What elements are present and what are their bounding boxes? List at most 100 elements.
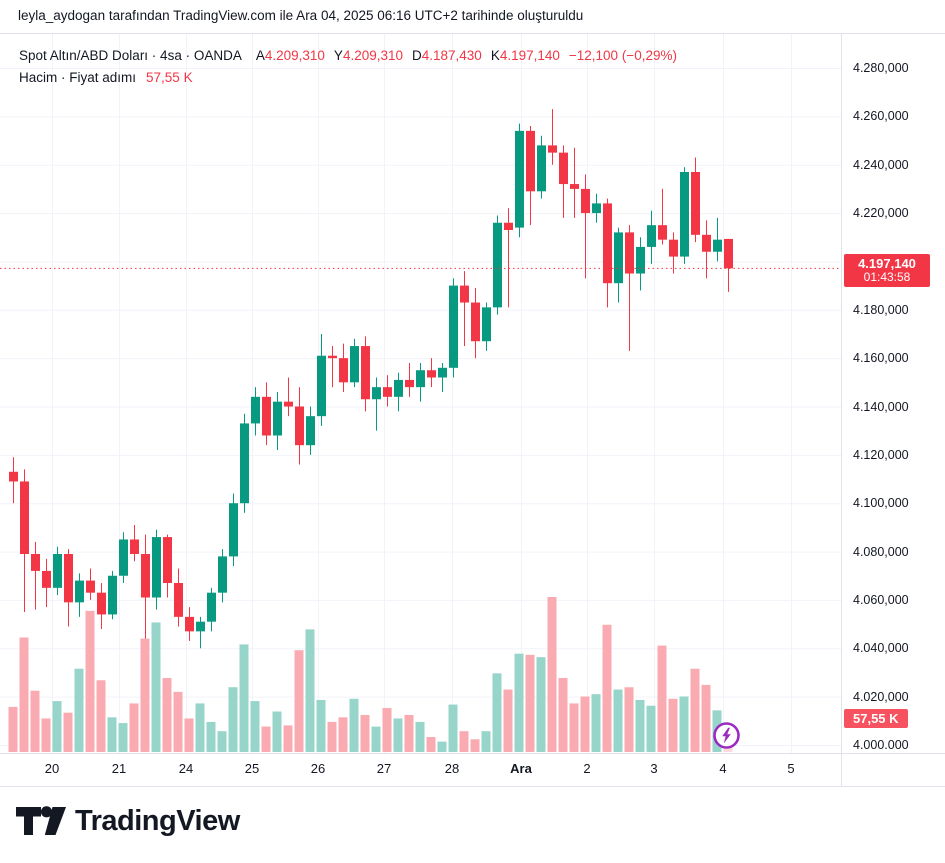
candle[interactable] [9,471,18,482]
volume-bar[interactable] [85,610,95,752]
volume-bar[interactable] [415,721,425,752]
volume-bar[interactable] [668,698,678,752]
volume-bar[interactable] [140,638,150,752]
candle[interactable] [702,234,711,252]
volume-bar[interactable] [195,703,205,752]
candle[interactable] [86,580,95,593]
candle[interactable] [559,152,568,185]
volume-bar[interactable] [217,731,227,752]
volume-bar[interactable] [118,723,128,752]
volume-bar[interactable] [41,718,51,752]
candle[interactable] [504,222,513,230]
candle[interactable] [471,302,480,342]
volume-bar[interactable] [536,657,546,752]
volume-bar[interactable] [162,677,172,752]
tradingview-logo[interactable]: TradingView [16,804,240,838]
volume-bar[interactable] [327,721,337,752]
volume-bar[interactable] [602,624,612,752]
candle[interactable] [614,232,623,284]
candle[interactable] [526,130,535,192]
volume-bar[interactable] [107,717,117,752]
candle[interactable] [537,145,546,192]
volume-bar[interactable] [437,741,447,752]
volume-bar[interactable] [382,708,392,752]
volume-bar[interactable] [503,689,513,752]
volume-bar[interactable] [30,690,40,752]
candle[interactable] [482,307,491,342]
volume-bar[interactable] [569,703,579,752]
volume-bar[interactable] [129,703,139,752]
candle[interactable] [669,239,678,257]
price-axis[interactable]: 4.280,0004.260,0004.240,0004.220,0004.20… [841,33,945,753]
volume-bar[interactable] [294,650,304,752]
candle[interactable] [141,553,150,598]
volume-bar[interactable] [74,668,84,752]
candle[interactable] [361,346,370,400]
candle[interactable] [603,203,612,284]
candle[interactable] [493,222,502,308]
candle[interactable] [548,145,557,153]
volume-bar[interactable] [624,687,634,752]
candle[interactable] [64,553,73,603]
volume-bar[interactable] [173,691,183,752]
volume-bar[interactable] [591,694,601,752]
candle[interactable] [449,285,458,368]
candle[interactable] [31,553,40,571]
candle[interactable] [97,592,106,615]
candle[interactable] [350,346,359,383]
candle[interactable] [119,539,128,576]
flash-order-button[interactable] [712,721,741,750]
volume-bar[interactable] [19,637,29,752]
volume-bar[interactable] [646,705,656,752]
candle[interactable] [152,537,161,598]
candle[interactable] [53,553,62,588]
candle[interactable] [328,355,337,359]
volume-bar[interactable] [481,731,491,752]
volume-bar[interactable] [63,712,73,752]
volume-bar[interactable] [228,687,238,752]
candle[interactable] [724,238,733,269]
volume-bar[interactable] [349,698,359,752]
candle[interactable] [262,396,271,436]
volume-bar[interactable] [283,725,293,752]
candle[interactable] [295,406,304,446]
candle[interactable] [207,592,216,622]
volume-bar[interactable] [272,711,282,752]
volume-bar[interactable] [250,701,260,752]
candle[interactable] [251,396,260,424]
volume-bar[interactable] [558,677,568,752]
volume-bar[interactable] [679,696,689,752]
candle[interactable] [691,171,700,235]
volume-bar[interactable] [52,701,62,752]
volume-bar[interactable] [580,696,590,752]
volume-bar[interactable] [393,718,403,752]
candle[interactable] [592,203,601,214]
volume-bar[interactable] [239,644,249,752]
candle[interactable] [108,575,117,615]
candle[interactable] [317,355,326,417]
volume-bar[interactable] [8,706,18,752]
time-axis[interactable]: 20 21 24 25 26 27 28 Ara 2 3 4 5 [0,753,841,786]
candle[interactable] [75,580,84,603]
candle[interactable] [394,379,403,397]
volume-bar[interactable] [96,680,106,752]
volume-bar[interactable] [305,629,315,752]
candle[interactable] [284,401,293,407]
volume-bar[interactable] [470,739,480,752]
candle[interactable] [647,225,656,247]
candle[interactable] [42,570,51,588]
candle[interactable] [581,188,590,214]
candle[interactable] [273,401,282,436]
candle[interactable] [339,358,348,383]
candle[interactable] [460,285,469,303]
candle[interactable] [427,370,436,378]
candle[interactable] [174,583,183,617]
volume-bar[interactable] [261,726,271,752]
volume-bar[interactable] [525,654,535,752]
volume-bar[interactable] [360,714,370,752]
candle[interactable] [680,171,689,257]
volume-bar[interactable] [338,717,348,752]
volume-bar[interactable] [448,704,458,752]
volume-bar[interactable] [657,645,667,752]
candle[interactable] [163,537,172,584]
